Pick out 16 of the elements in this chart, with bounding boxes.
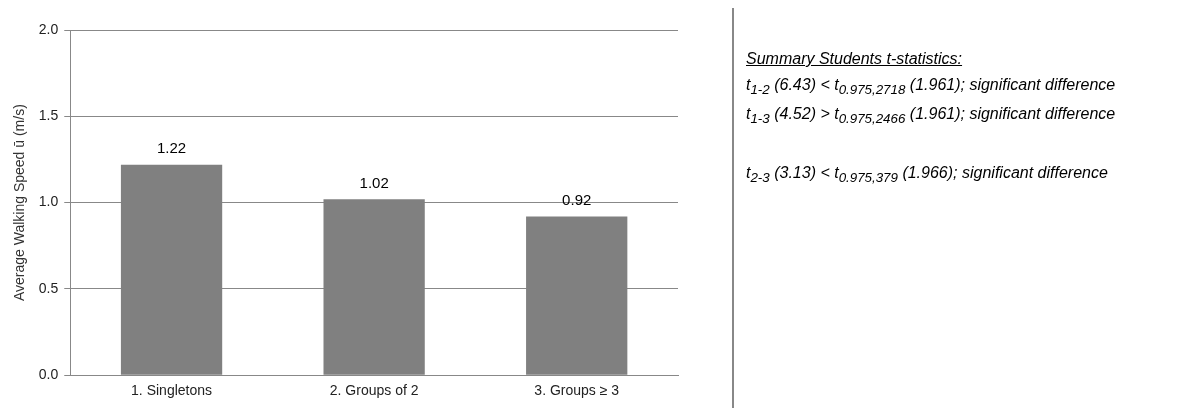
data-label: 1.02	[359, 173, 389, 191]
text: t$_{1-3}$ (4.52) > t$_{0.975,2466}$ (1.961); significant difference	[746, 105, 1116, 127]
x-tick-label: 2. Groups of 2	[329, 382, 419, 399]
y-tick-label: 2.0	[38, 20, 59, 37]
y-tick-label: 1.0	[38, 193, 59, 210]
x-tick-label: 3. Groups ≥ 3	[534, 382, 620, 399]
data-label: 0.92	[562, 191, 592, 209]
data-label: 1.22	[156, 139, 187, 157]
y-axis-title: Average Walking Speed ū (m/s)	[11, 104, 28, 302]
y-tick-label: 0.5	[38, 279, 59, 296]
y-tick-label: 0.0	[38, 366, 59, 383]
text: Summary Students t-statistics:	[746, 50, 964, 68]
text: t$_{2-3}$ (3.13) < t$_{0.975,379}$ (1.966); significant difference	[746, 164, 1109, 186]
y-tick-label: 1.5	[38, 107, 59, 124]
x-tick-label: 1. Singletons	[131, 382, 213, 399]
text: t$_{1-2}$ (6.43) < t$_{0.975,2718}$ (1.961); significant difference	[746, 76, 1116, 98]
